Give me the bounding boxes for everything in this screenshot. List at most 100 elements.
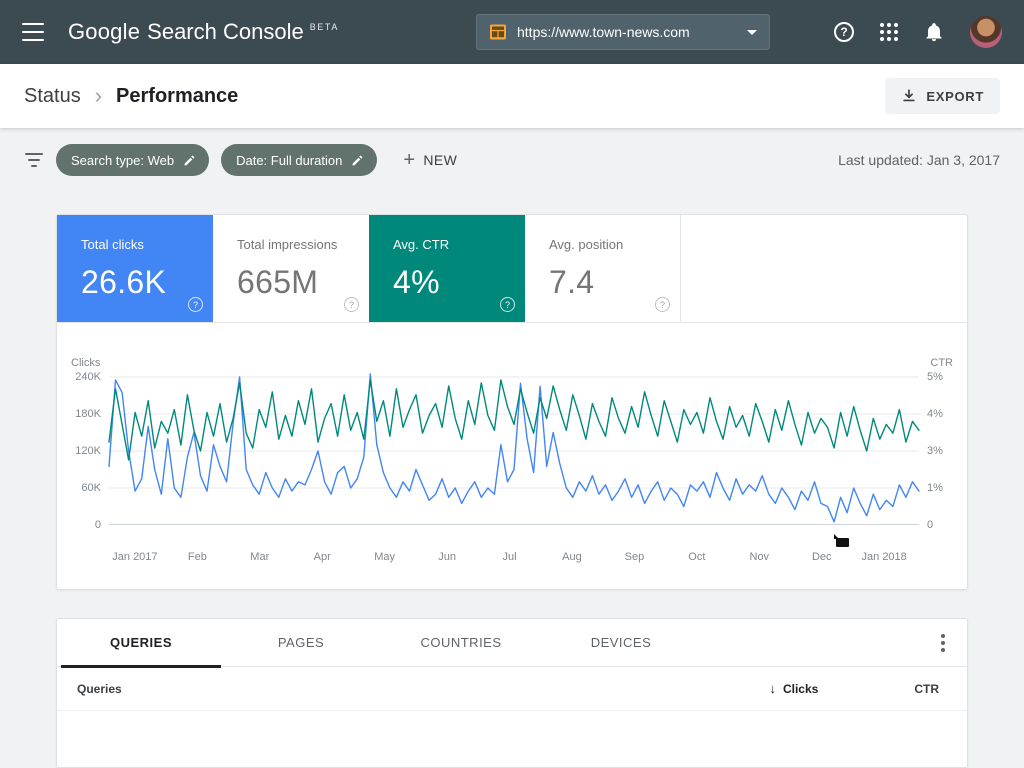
x-axis-tick-label: Sep (624, 551, 645, 563)
axis-tick-label: 0 (94, 519, 101, 531)
metric-value: 4% (393, 264, 440, 300)
pencil-icon (183, 154, 196, 167)
tab-queries[interactable]: QUERIES (61, 619, 221, 668)
axis-tick-label: 120K (75, 445, 101, 457)
axis-tick-label: 5% (927, 371, 943, 383)
x-axis-tick-label: Jul (502, 551, 517, 563)
help-icon[interactable]: ? (834, 22, 854, 42)
app-logo: Google Search Console BETA (68, 19, 339, 45)
axis-tick-label: 240K (75, 371, 101, 383)
help-circle-icon[interactable]: ? (655, 297, 670, 312)
hamburger-menu-icon[interactable] (22, 23, 44, 41)
metric-value: 665M (237, 264, 319, 300)
chart-plot-area: 240K 180K 120K 60K 0 5% 4% 3% 1% 0 (69, 371, 955, 531)
property-selector[interactable]: https://www.town-news.com (476, 14, 770, 50)
tab-devices[interactable]: DEVICES (590, 634, 652, 650)
page-title: Performance (116, 84, 239, 107)
breadcrumb-chevron-icon: › (94, 83, 103, 108)
help-circle-icon[interactable]: ? (188, 297, 203, 312)
x-axis-ticks: Jan 2017 Feb Mar Apr May Jun Jul Aug Sep Oct Nov De… (109, 551, 919, 571)
logo-google: Google (68, 19, 141, 44)
pencil-icon (351, 154, 364, 167)
apps-grid-icon[interactable] (880, 23, 898, 41)
chevron-down-icon (747, 29, 757, 35)
filter-bar: Search type: Web Date: Full duration + N… (0, 128, 1024, 192)
metric-tile-avg-ctr[interactable]: Avg. CTR 4% ? (369, 215, 525, 322)
dimensions-table-card: QUERIES PAGES COUNTRIES DEVICES Queries … (56, 618, 968, 768)
new-label: NEW (423, 152, 458, 168)
last-updated-text: Last updated: Jan 3, 2017 (838, 152, 1000, 168)
x-axis-tick-label: Aug (562, 551, 582, 563)
x-axis-tick-label: Mar (250, 551, 270, 563)
export-label: EXPORT (926, 88, 984, 104)
x-axis-tick-label: May (374, 551, 396, 563)
download-icon (901, 88, 917, 104)
metric-tiles: Total clicks 26.6K ? Total impressions 6… (57, 215, 967, 323)
column-header-queries: Queries (77, 681, 122, 696)
axis-tick-label: 3% (927, 445, 943, 457)
help-circle-icon[interactable]: ? (344, 297, 359, 312)
x-axis-tick-label: Jan 2018 (861, 551, 907, 563)
series-line-clicks (108, 373, 920, 523)
sort-desc-icon: ↓ (769, 681, 776, 696)
axis-tick-label: 0 (927, 519, 934, 531)
metric-tile-total-clicks[interactable]: Total clicks 26.6K ? (57, 215, 213, 322)
help-circle-icon[interactable]: ? (500, 297, 515, 312)
metric-label: Avg. CTR (393, 237, 450, 252)
breadcrumb-status-link[interactable]: Status (24, 84, 81, 107)
x-axis-tick-label: Oct (688, 551, 706, 563)
dimension-tabs: QUERIES PAGES COUNTRIES DEVICES (57, 619, 967, 668)
filter-chip-search-type[interactable]: Search type: Web (56, 144, 210, 176)
x-axis-tick-label: Dec (811, 551, 832, 563)
table-header-row: Queries ↓ Clicks CTR (57, 667, 967, 711)
column-header-clicks[interactable]: ↓ Clicks (769, 681, 818, 696)
metric-label: Total impressions (237, 237, 338, 252)
x-axis-tick-label: Jun (438, 551, 456, 563)
topbar-actions: ? (834, 16, 1002, 48)
plus-icon: + (403, 149, 416, 171)
left-axis-ticks: 240K 180K 120K 60K 0 (69, 371, 109, 531)
chart-canvas[interactable] (108, 373, 920, 525)
top-app-bar: Google Search Console BETA https://www.t… (0, 0, 1024, 64)
x-axis-tick-label: Jan 2017 (112, 551, 158, 563)
new-filter-button[interactable]: + NEW (403, 150, 457, 170)
x-axis-tick-label: Nov (749, 551, 770, 563)
performance-chart-card: Total clicks 26.6K ? Total impressions 6… (56, 214, 968, 590)
x-axis-tick-label: Apr (313, 551, 331, 563)
series-line-ctr (108, 379, 920, 461)
tab-pages[interactable]: PAGES (277, 634, 325, 650)
axis-tick-label: 4% (927, 408, 943, 420)
right-axis-ticks: 5% 4% 3% 1% 0 (919, 371, 955, 531)
time-series-chart: Clicks CTR 240K 180K 120K 60K 0 5% 4% 3% 1% 0 Ja… (57, 357, 967, 571)
metric-label: Avg. position (549, 237, 624, 252)
chip-label: Search type: Web (71, 152, 175, 168)
user-avatar[interactable] (970, 16, 1002, 48)
chip-label: Date: Full duration (236, 152, 343, 168)
axis-tick-label: 180K (75, 408, 101, 420)
right-axis-title: CTR (930, 357, 953, 369)
breadcrumb: Status › Performance EXPORT (0, 64, 1024, 128)
axis-tick-label: 60K (81, 482, 101, 494)
axis-tick-label: 1% (927, 482, 943, 494)
notifications-bell-icon[interactable] (924, 22, 944, 42)
beta-badge: BETA (309, 22, 339, 32)
logo-product: Search Console (147, 19, 304, 44)
overflow-menu-icon[interactable] (935, 628, 951, 658)
metric-value: 26.6K (81, 264, 167, 300)
axis-titles: Clicks CTR (69, 357, 955, 369)
clicks-header-label: Clicks (782, 681, 819, 696)
property-url: https://www.town-news.com (517, 24, 690, 40)
tab-countries[interactable]: COUNTRIES (420, 634, 502, 650)
filter-list-icon[interactable] (24, 151, 44, 169)
export-button[interactable]: EXPORT (885, 78, 1000, 114)
filter-chip-date[interactable]: Date: Full duration (221, 144, 378, 176)
metric-tile-avg-position[interactable]: Avg. position 7.4 ? (525, 215, 681, 322)
metric-tile-total-impressions[interactable]: Total impressions 665M ? (213, 215, 369, 322)
x-axis-tick-label: Feb (187, 551, 207, 563)
metric-value: 7.4 (549, 264, 595, 300)
mouse-cursor (834, 534, 849, 547)
metric-label: Total clicks (81, 237, 144, 252)
left-axis-title: Clicks (71, 357, 101, 369)
column-header-ctr[interactable]: CTR (914, 681, 939, 696)
table-header-right: ↓ Clicks CTR (769, 681, 939, 696)
